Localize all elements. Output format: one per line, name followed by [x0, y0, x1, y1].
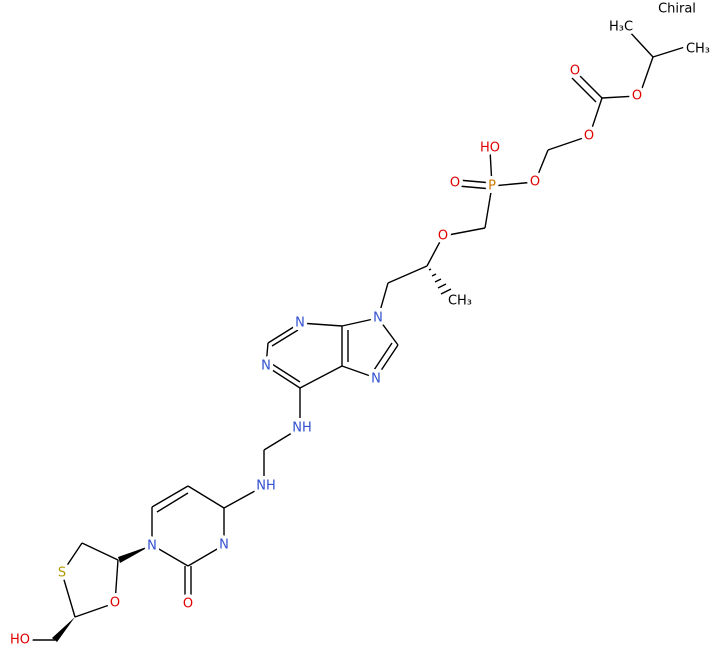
bond	[271, 363, 301, 383]
atom-label: H₃C	[609, 20, 633, 35]
bond	[223, 485, 265, 509]
bond	[437, 283, 447, 289]
bond	[484, 185, 493, 229]
atom-label: N	[371, 372, 381, 387]
atom-label: CH₃	[448, 294, 472, 309]
bond	[377, 282, 389, 319]
atom-label: O	[450, 176, 460, 191]
atom-label: O	[584, 129, 594, 144]
bonds	[28, 29, 689, 642]
chiral-label: Chiral	[658, 2, 696, 17]
bond	[589, 97, 603, 135]
atom-label: O	[438, 229, 448, 244]
atom-label: O	[632, 89, 642, 104]
atom-label: O	[570, 64, 580, 79]
bond	[489, 149, 493, 187]
bond	[601, 95, 638, 99]
bond	[263, 427, 301, 451]
bond	[457, 185, 493, 190]
atom-label: HO	[10, 633, 30, 648]
atom-label: O	[110, 596, 120, 611]
bond	[639, 56, 654, 95]
bond	[81, 542, 119, 561]
bond	[61, 572, 76, 618]
bond	[299, 322, 343, 327]
bond	[265, 365, 301, 389]
bond	[576, 72, 603, 99]
bond	[377, 317, 399, 346]
bond	[151, 544, 189, 567]
atom-label: N	[261, 359, 271, 374]
atom-label: CH₃	[686, 42, 710, 57]
bond	[442, 227, 486, 237]
bond	[267, 322, 301, 344]
bond	[114, 559, 119, 604]
bond	[74, 602, 116, 618]
bond	[431, 273, 437, 277]
bond	[375, 344, 399, 379]
bond	[156, 492, 189, 513]
bond	[187, 544, 225, 567]
atom-label: N	[373, 311, 383, 326]
atom-label: NH	[292, 421, 312, 436]
atom-label: N	[147, 539, 157, 554]
bond	[265, 342, 269, 367]
wedge-bond	[118, 545, 152, 563]
bond	[187, 485, 225, 509]
bond	[271, 329, 299, 347]
bond	[652, 45, 689, 58]
bond	[61, 542, 83, 574]
atom-label: O	[183, 597, 193, 612]
atom-label: N	[219, 538, 229, 553]
bond	[387, 265, 428, 284]
bond	[571, 77, 597, 103]
bond	[547, 135, 590, 151]
bond	[534, 149, 549, 183]
bond	[426, 235, 444, 267]
bond	[428, 268, 432, 271]
atom-label: O	[530, 175, 540, 190]
bond	[627, 29, 654, 58]
atom-labels: Chiral H₃C CH₃ O O O HO O P O O CH₃ N N …	[6, 0, 713, 651]
bond	[457, 179, 493, 184]
atom-label: NH	[256, 479, 276, 494]
bond	[434, 278, 442, 283]
bond	[371, 342, 393, 374]
atom-label: N	[295, 316, 305, 331]
bond	[491, 181, 536, 187]
atom-label: HO	[480, 141, 500, 156]
atom-label: S	[58, 566, 66, 581]
bond	[341, 317, 379, 327]
atom-label: P	[488, 179, 496, 194]
bond	[440, 288, 452, 295]
bond	[151, 485, 189, 508]
bond	[299, 365, 343, 389]
bond	[341, 365, 377, 379]
wedge-bond	[52, 617, 75, 642]
